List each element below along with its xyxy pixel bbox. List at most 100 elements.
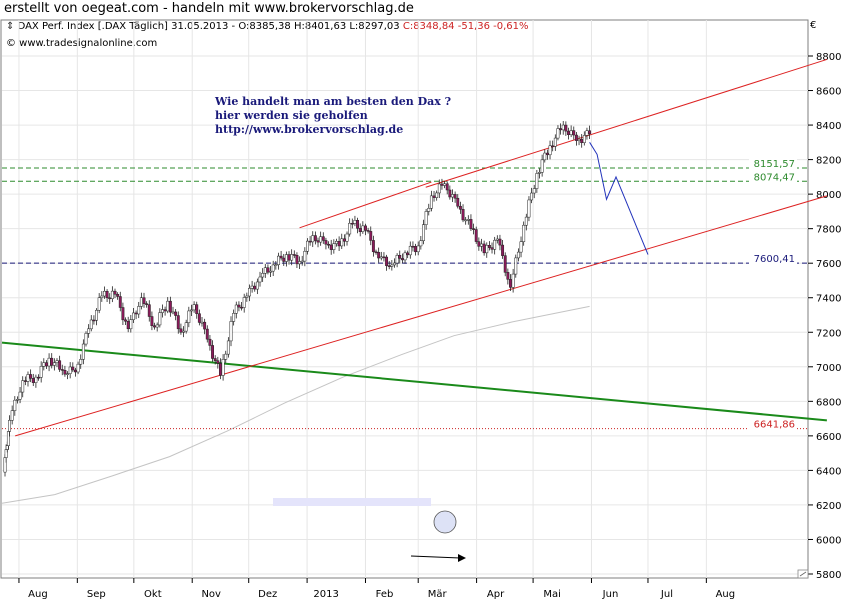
candle-body	[147, 304, 151, 317]
candle-body	[535, 173, 539, 189]
candle-body	[124, 319, 127, 322]
candle-body	[319, 236, 323, 243]
candle-body	[466, 219, 470, 221]
candle-body	[89, 319, 93, 330]
candle-body	[87, 328, 91, 334]
candle-body	[393, 262, 396, 266]
candle-body	[216, 360, 220, 364]
candle-body	[21, 380, 25, 393]
candle-body	[445, 183, 449, 191]
candle-body	[516, 251, 520, 259]
level-label: 8151,57	[754, 159, 795, 170]
candle-body	[47, 357, 51, 367]
y-tick-label: 8400	[816, 121, 841, 132]
candle-body	[197, 313, 201, 323]
y-tick-label: 7400	[816, 294, 841, 305]
candle-body	[551, 145, 555, 148]
candle-body	[261, 273, 265, 278]
candle-body	[306, 240, 309, 252]
candle-body	[548, 145, 552, 156]
x-tick-label: Dez	[258, 589, 277, 600]
candle-body	[126, 320, 130, 330]
candle-body	[429, 195, 433, 209]
candle-body	[519, 241, 523, 253]
x-tick-label: Jun	[602, 589, 619, 600]
candle-body	[480, 243, 483, 247]
scroll-corner-glyph	[799, 571, 807, 577]
channel-lower-line	[15, 195, 828, 437]
candle-body	[211, 345, 215, 359]
candle-body	[580, 138, 584, 143]
level-label: 8074,47	[754, 172, 795, 183]
candle-body	[348, 222, 352, 235]
candle-body	[400, 258, 404, 261]
plot-frame	[0, 19, 809, 579]
candle-body	[226, 340, 230, 355]
x-tick-label: Feb	[376, 589, 394, 600]
y-tick-label: 7200	[816, 328, 841, 339]
y-tick-label: 7000	[816, 363, 841, 374]
candle-body	[242, 297, 246, 308]
candle-body	[353, 220, 357, 224]
level-lines: 8151,57 8074,47 7600,41 6641,86	[2, 157, 808, 431]
candle-body	[324, 240, 328, 245]
candle-body	[382, 256, 386, 259]
candle-body	[577, 138, 581, 141]
candle-body	[184, 322, 188, 332]
y-tick-label: 8000	[816, 190, 841, 201]
candle-body	[532, 188, 536, 194]
candle-body	[464, 219, 468, 222]
candle-body	[213, 358, 217, 361]
candle-body	[73, 369, 77, 373]
candle-body	[472, 228, 476, 230]
candle-body	[110, 290, 114, 299]
candle-body	[116, 294, 120, 297]
candle-body	[208, 338, 212, 346]
drag-handle-circle[interactable]	[433, 510, 457, 534]
candle-body	[385, 256, 389, 266]
candle-body	[68, 366, 72, 374]
candle-body	[105, 290, 109, 299]
candle-body	[495, 238, 499, 241]
candle-body	[569, 130, 573, 135]
candle-body	[356, 220, 360, 229]
level-label-bg	[749, 253, 797, 265]
candle-body	[277, 255, 280, 265]
candle-body	[182, 330, 186, 333]
candle-body	[559, 128, 563, 131]
candle-body	[139, 297, 143, 307]
candle-body	[432, 195, 436, 198]
candle-body	[15, 399, 19, 401]
candle-body	[263, 267, 267, 274]
candle-body	[300, 260, 304, 263]
candle-body	[190, 309, 193, 312]
x-axis: Aug Sep Okt Nov Dez 2013 Feb Mär Apr Mai Jun Jul Aug	[18, 578, 735, 600]
candle-body	[153, 325, 156, 328]
candle-body	[588, 130, 592, 135]
candle-body	[461, 209, 465, 221]
candle-body	[155, 324, 159, 328]
candle-body	[55, 360, 59, 363]
channel-upper-first-segment	[299, 181, 432, 229]
candle-body	[321, 236, 325, 241]
candle-body	[176, 315, 180, 330]
candle-body	[192, 304, 196, 311]
candle-body	[335, 241, 338, 244]
candle-body	[203, 321, 207, 330]
candle-body	[451, 194, 454, 198]
green-trendline	[1, 341, 827, 422]
candle-body	[329, 244, 333, 250]
candle-body	[411, 245, 415, 248]
candle-body	[298, 261, 302, 265]
candle-body	[108, 297, 112, 300]
y-tick-label: 8800	[816, 52, 841, 63]
candle-body	[295, 254, 299, 265]
candle-body	[258, 276, 262, 283]
level-label: 6641,86	[754, 420, 795, 431]
level-label-bg	[749, 418, 797, 430]
candle-body	[572, 130, 576, 136]
candle-body	[545, 152, 549, 156]
y-tick-label: 6400	[816, 466, 841, 477]
candle-body	[76, 363, 80, 373]
candle-body	[398, 255, 402, 259]
